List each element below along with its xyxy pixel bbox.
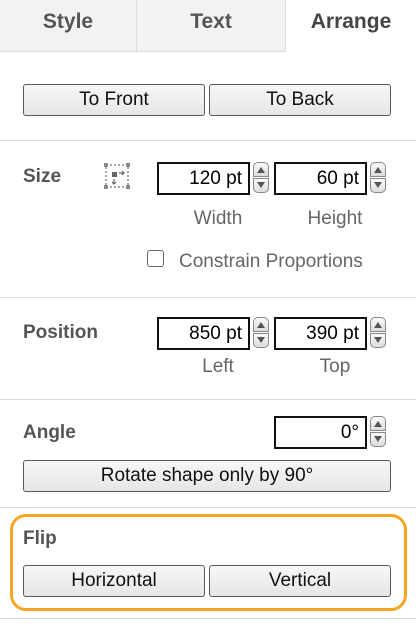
triangle-down-icon [257,337,265,343]
top-increment-button[interactable] [370,317,386,332]
top-field[interactable]: 390 pt [274,317,367,350]
section-divider [0,399,416,400]
height-field[interactable]: 60 pt [274,162,367,195]
left-increment-button[interactable] [253,317,269,332]
triangle-down-icon [374,337,382,343]
left-stepper[interactable] [253,317,271,350]
width-increment-button[interactable] [253,162,269,177]
height-increment-button[interactable] [370,162,386,177]
width-stepper[interactable] [253,162,271,195]
angle-decrement-button[interactable] [370,432,386,447]
height-stepper[interactable] [370,162,388,195]
top-label: Top [274,356,396,378]
tab-text[interactable]: Text [137,0,286,52]
top-decrement-button[interactable] [370,333,386,348]
angle-increment-button[interactable] [370,416,386,431]
width-decrement-button[interactable] [253,178,269,193]
size-label: Size [23,166,61,188]
tab-style[interactable]: Style [0,0,137,52]
format-tabs: Style Text Arrange [0,0,416,53]
flip-horizontal-button[interactable]: Horizontal [23,565,205,597]
flip-label: Flip [23,528,57,550]
resize-icon[interactable] [103,162,131,190]
width-field[interactable]: 120 pt [157,162,250,195]
angle-stepper[interactable] [370,416,388,449]
left-label: Left [157,356,279,378]
position-label: Position [23,322,98,344]
triangle-up-icon [374,421,382,427]
rotate-90-button[interactable]: Rotate shape only by 90° [23,460,391,492]
section-divider [0,618,416,619]
angle-label: Angle [23,422,76,444]
section-divider [0,297,416,298]
triangle-up-icon [257,322,265,328]
constrain-proportions-label[interactable]: Constrain Proportions [179,251,363,273]
left-field[interactable]: 850 pt [157,317,250,350]
triangle-down-icon [374,436,382,442]
angle-field[interactable]: 0° [274,416,367,449]
constrain-proportions-checkbox[interactable] [147,250,164,267]
triangle-up-icon [374,167,382,173]
triangle-down-icon [257,182,265,188]
section-divider [0,140,416,141]
height-label: Height [274,208,396,230]
width-label: Width [157,208,279,230]
triangle-up-icon [374,322,382,328]
left-decrement-button[interactable] [253,333,269,348]
triangle-down-icon [374,182,382,188]
height-decrement-button[interactable] [370,178,386,193]
top-stepper[interactable] [370,317,388,350]
tab-arrange[interactable]: Arrange [286,0,416,52]
to-back-button[interactable]: To Back [209,84,391,116]
to-front-button[interactable]: To Front [23,84,205,116]
section-divider [0,507,416,508]
flip-vertical-button[interactable]: Vertical [209,565,391,597]
triangle-up-icon [257,167,265,173]
